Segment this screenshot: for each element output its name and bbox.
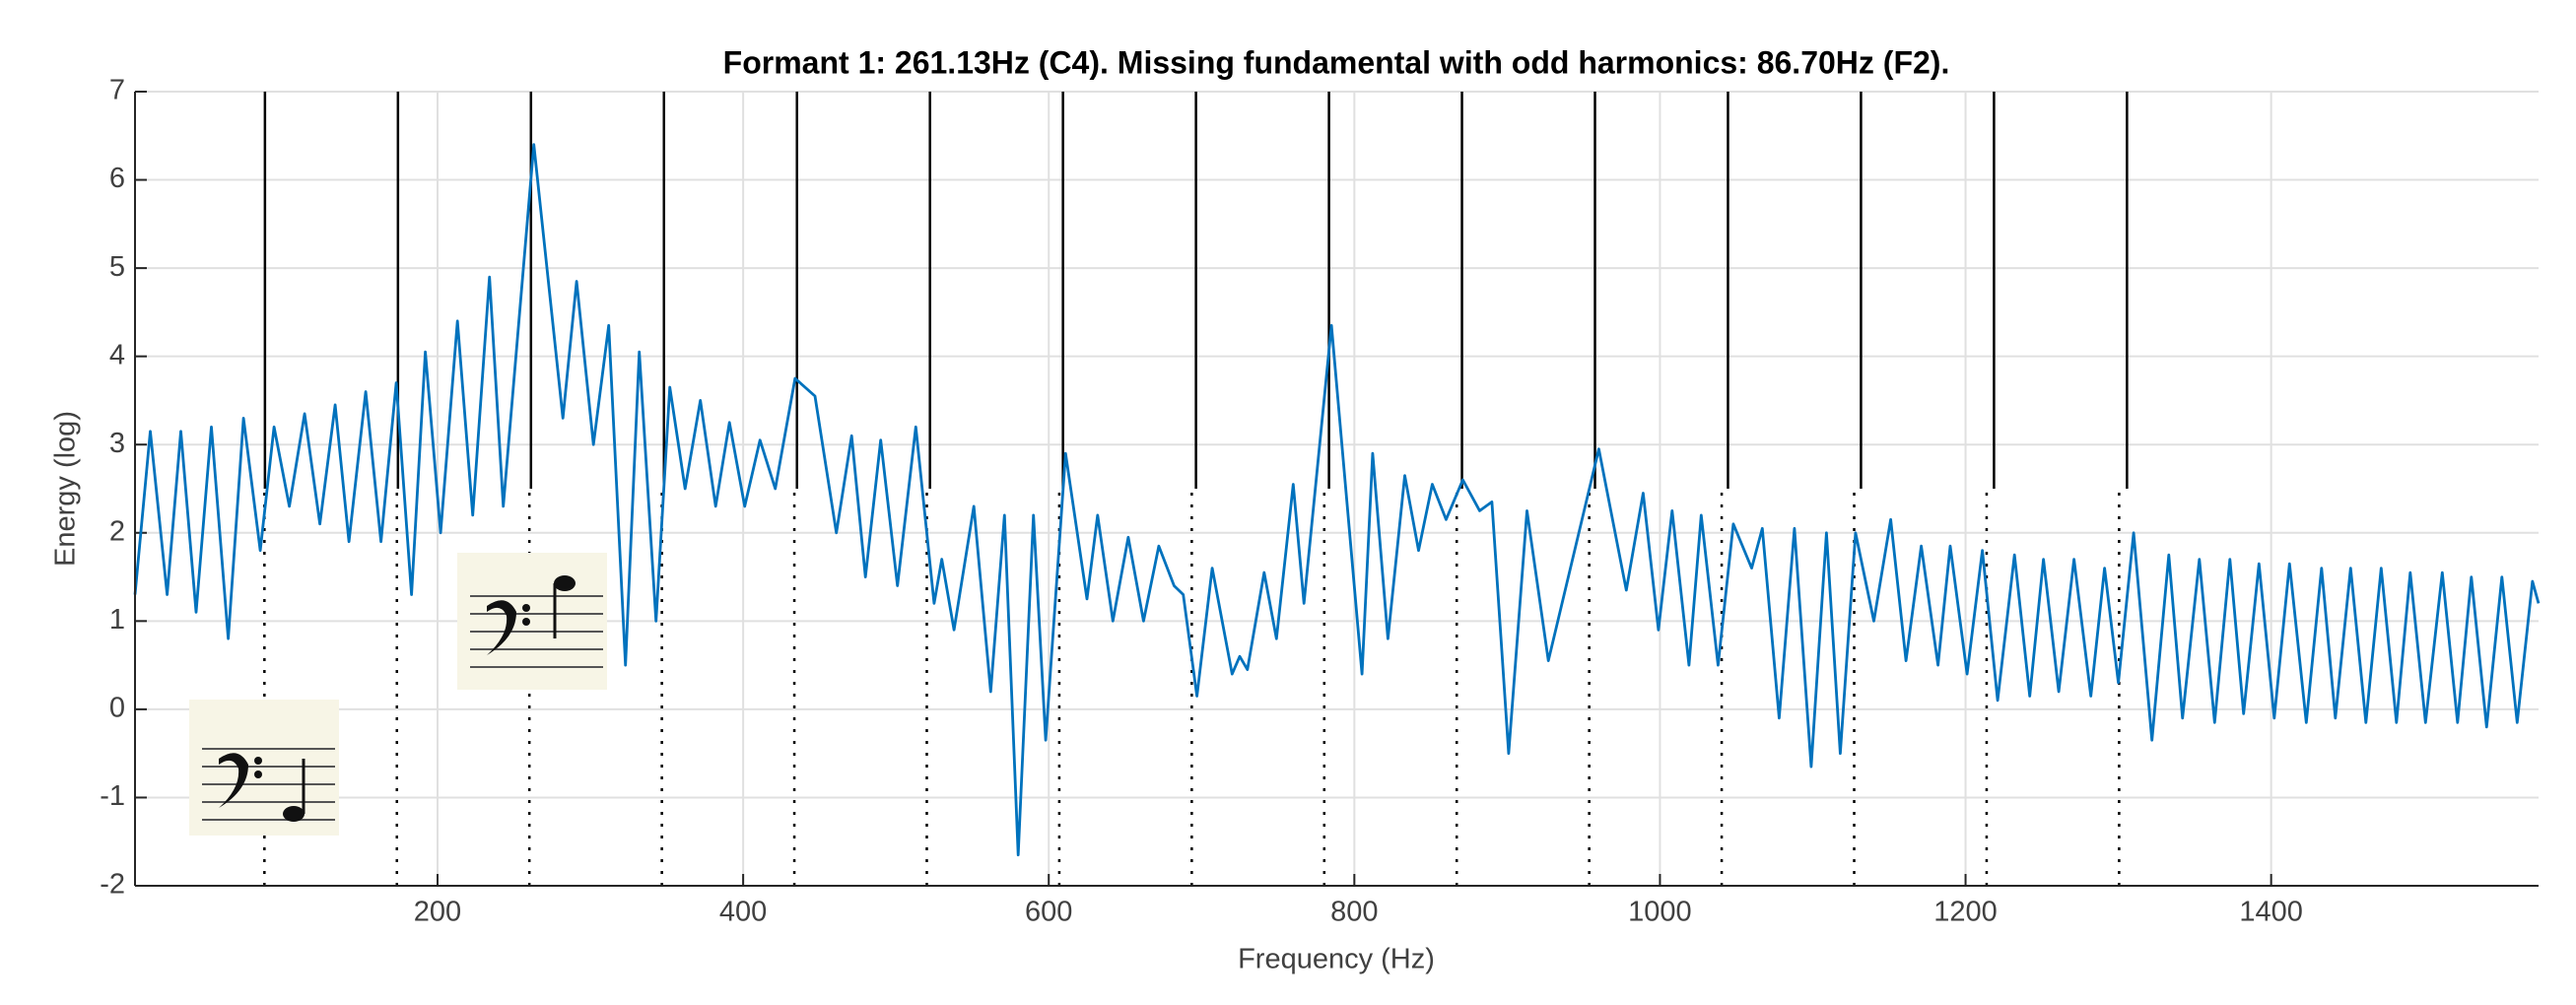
x-tick-label: 200 bbox=[414, 897, 461, 928]
spectrum-line bbox=[133, 143, 2541, 857]
note-icon bbox=[189, 700, 339, 836]
y-tick-label: -1 bbox=[100, 780, 125, 812]
y-tick-label: 0 bbox=[109, 693, 125, 724]
y-tick-label: 6 bbox=[109, 163, 125, 194]
x-tick-label: 1200 bbox=[1933, 897, 1998, 928]
x-tick-label: 1000 bbox=[1628, 897, 1692, 928]
chart-title: Formant 1: 261.13Hz (C4). Missing fundam… bbox=[723, 44, 1950, 80]
y-tick-label: 7 bbox=[109, 75, 125, 106]
x-tick-label: 600 bbox=[1025, 897, 1072, 928]
x-tick-label: 800 bbox=[1330, 897, 1378, 928]
y-tick-label: -2 bbox=[100, 869, 125, 901]
y-axis-label: Energy (log) bbox=[50, 411, 82, 567]
y-tick-label: 4 bbox=[109, 339, 125, 370]
y-tick-label: 3 bbox=[109, 428, 125, 459]
y-tick-label: 2 bbox=[109, 515, 125, 547]
y-tick-label: 5 bbox=[109, 251, 125, 283]
x-axis-label: Frequency (Hz) bbox=[1238, 944, 1435, 975]
note-icon bbox=[457, 553, 607, 690]
y-tick-label: 1 bbox=[109, 604, 125, 636]
x-tick-label: 1400 bbox=[2239, 897, 2303, 928]
x-tick-label: 400 bbox=[719, 897, 767, 928]
